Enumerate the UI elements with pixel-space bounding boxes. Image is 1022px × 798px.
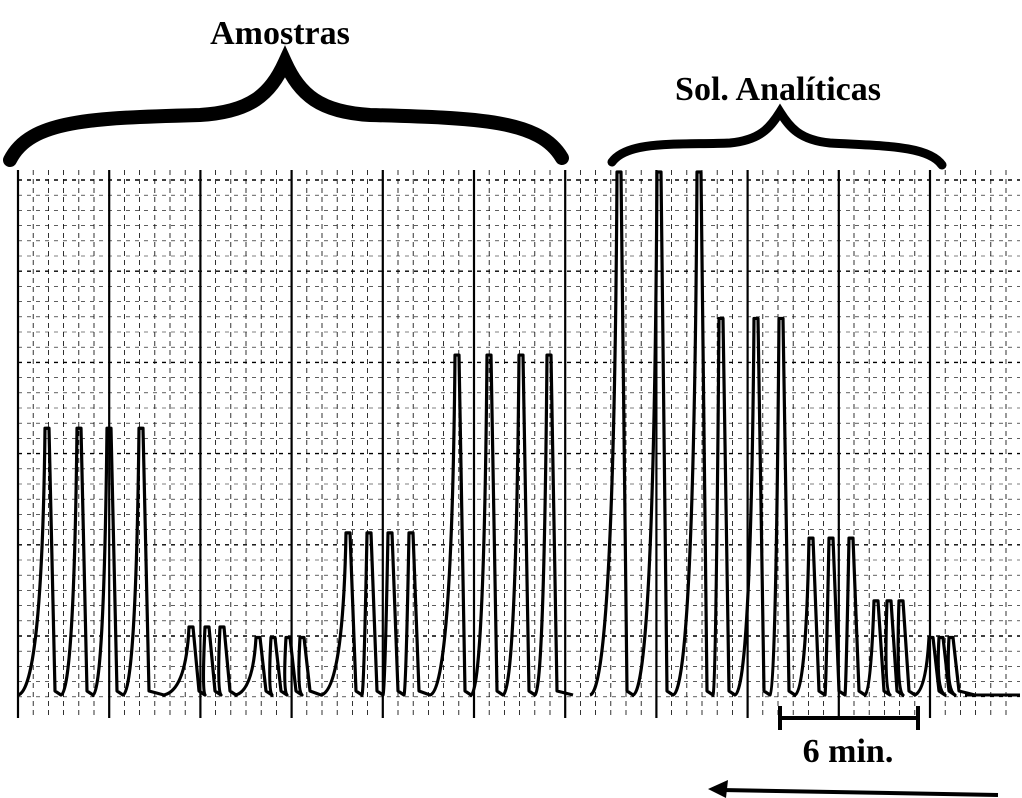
peak-series: [17, 170, 1020, 697]
time-scale-bar: [778, 706, 920, 730]
amostras-peak-2: [77, 426, 81, 430]
amostras-peak-16: [455, 353, 459, 357]
amostras-peak-8: [256, 635, 260, 639]
sol-analiticas-peak-8: [829, 536, 833, 540]
sol-analiticas-brace: [607, 103, 947, 170]
amostras-peak-6: [205, 625, 209, 629]
sol-analiticas-peak-11: [887, 599, 891, 603]
amostras-peak-17: [487, 353, 491, 357]
sol-analiticas-peak-5: [754, 316, 758, 320]
amostras-peak-12: [346, 531, 350, 535]
sol-analiticas-peak-7: [809, 536, 813, 540]
amostras-peak-14: [388, 531, 392, 535]
amostras-label: Amostras: [210, 15, 350, 52]
amostras-peak-1: [45, 426, 49, 430]
amostras-peak-13: [367, 531, 371, 535]
sol-analiticas-trace: [589, 170, 976, 697]
sol-analiticas-peak-3: [697, 170, 701, 174]
sol-analiticas-peak-2: [657, 170, 661, 174]
sol-analiticas-peak-4: [719, 316, 723, 320]
amostras-peak-7: [220, 625, 224, 629]
sol-analiticas-peak-1: [617, 170, 621, 174]
amostras-peak-5: [189, 625, 193, 629]
amostras-brace: [3, 45, 569, 167]
chart-grid: [16, 170, 1020, 718]
amostras-peak-19: [547, 353, 551, 357]
amostras-peak-15: [409, 531, 413, 535]
sol-analiticas-peak-9: [849, 536, 853, 540]
sol-analiticas-label: Sol. Analíticas: [675, 71, 881, 108]
amostras-trace: [17, 353, 574, 697]
amostras-peak-10: [286, 635, 290, 639]
sol-analiticas-peak-10: [874, 599, 878, 603]
sol-analiticas-peak-15: [949, 635, 953, 639]
scale-bar-label: 6 min.: [803, 733, 894, 770]
direction-arrow: [708, 780, 999, 798]
amostras-peak-3: [107, 426, 111, 430]
sol-analiticas-peak-6: [779, 316, 783, 320]
sol-analiticas-peak-13: [929, 635, 933, 639]
amostras-peak-9: [271, 635, 275, 639]
sol-analiticas-peak-12: [899, 599, 903, 603]
sol-analiticas-peak-14: [939, 635, 943, 639]
amostras-peak-18: [519, 353, 523, 357]
amostras-peak-4: [139, 426, 143, 430]
amostras-peak-11: [300, 635, 304, 639]
